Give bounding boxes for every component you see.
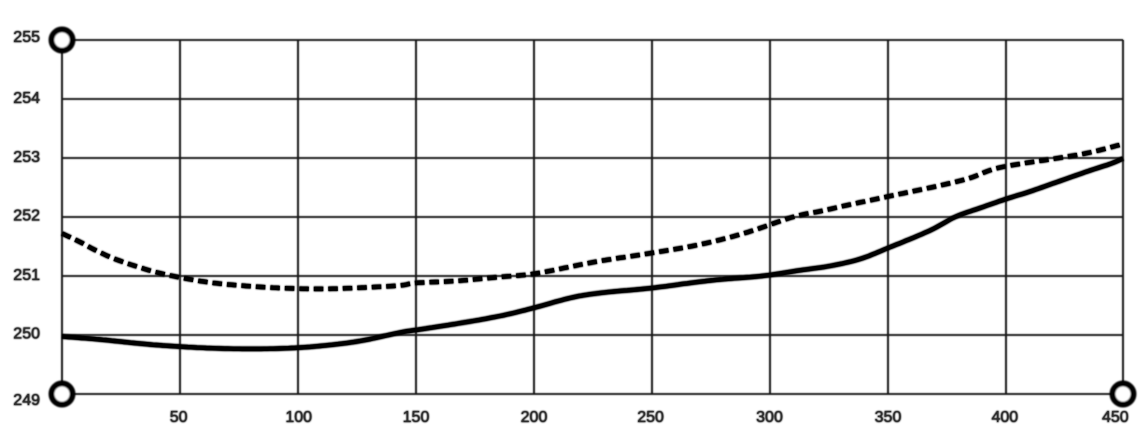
svg-text:253: 253 xyxy=(13,149,40,166)
svg-text:450: 450 xyxy=(1102,409,1129,426)
svg-text:150: 150 xyxy=(403,409,430,426)
svg-text:450: 450 xyxy=(1102,409,1129,426)
svg-text:250: 250 xyxy=(13,325,40,342)
svg-text:400: 400 xyxy=(991,409,1018,426)
svg-text:200: 200 xyxy=(521,409,548,426)
svg-text:50: 50 xyxy=(170,409,188,426)
svg-text:254: 254 xyxy=(13,90,40,107)
svg-text:300: 300 xyxy=(756,409,783,426)
svg-text:250: 250 xyxy=(637,409,664,426)
svg-text:150: 150 xyxy=(403,409,430,426)
svg-text:251: 251 xyxy=(13,267,40,284)
svg-text:251: 251 xyxy=(13,267,40,284)
svg-text:250: 250 xyxy=(637,409,664,426)
svg-text:255: 255 xyxy=(13,29,40,46)
svg-text:252: 252 xyxy=(13,207,40,224)
svg-text:100: 100 xyxy=(285,409,312,426)
svg-text:253: 253 xyxy=(13,149,40,166)
svg-text:254: 254 xyxy=(13,90,40,107)
svg-text:400: 400 xyxy=(991,409,1018,426)
svg-text:100: 100 xyxy=(285,409,312,426)
svg-text:200: 200 xyxy=(521,409,548,426)
svg-text:255: 255 xyxy=(13,29,40,46)
svg-text:249: 249 xyxy=(13,392,40,409)
svg-text:350: 350 xyxy=(875,409,902,426)
svg-text:350: 350 xyxy=(875,409,902,426)
svg-text:252: 252 xyxy=(13,207,40,224)
svg-text:250: 250 xyxy=(13,325,40,342)
svg-text:249: 249 xyxy=(13,392,40,409)
svg-text:300: 300 xyxy=(756,409,783,426)
svg-text:50: 50 xyxy=(170,409,188,426)
